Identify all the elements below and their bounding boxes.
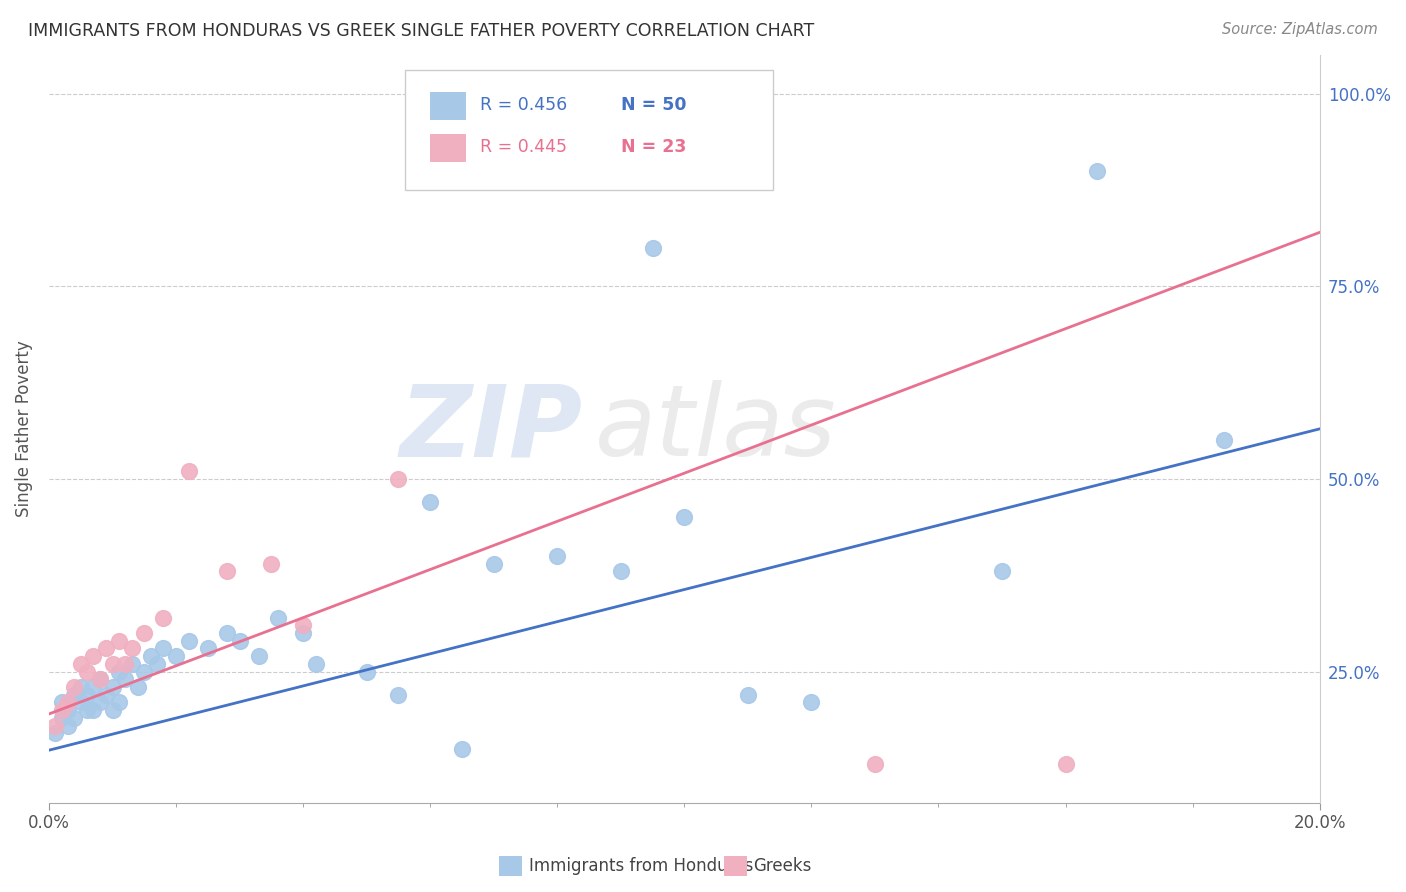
Text: IMMIGRANTS FROM HONDURAS VS GREEK SINGLE FATHER POVERTY CORRELATION CHART: IMMIGRANTS FROM HONDURAS VS GREEK SINGLE… [28, 22, 814, 40]
Point [69, 657, 91, 671]
Text: Source: ZipAtlas.com: Source: ZipAtlas.com [1222, 22, 1378, 37]
Point [228, 633, 250, 648]
Point [89, 673, 111, 687]
Point [101, 657, 124, 671]
Text: N = 23: N = 23 [621, 138, 686, 156]
Point [863, 757, 886, 772]
Point [127, 680, 149, 694]
Point [96, 641, 118, 656]
Point [641, 87, 664, 101]
Point [146, 657, 169, 671]
Text: N = 50: N = 50 [621, 96, 686, 114]
Text: atlas: atlas [595, 380, 837, 477]
Point [76, 665, 98, 679]
Point [482, 557, 505, 571]
Point [44, 726, 66, 740]
Point [51, 695, 73, 709]
Point [197, 641, 219, 656]
Point [215, 565, 238, 579]
Point [101, 680, 124, 694]
Point [387, 472, 409, 486]
Point [56, 718, 79, 732]
Point [152, 610, 174, 624]
Point [139, 649, 162, 664]
Point [82, 680, 104, 694]
Point [215, 626, 238, 640]
Point [76, 703, 98, 717]
Text: R = 0.445: R = 0.445 [479, 138, 567, 156]
Point [387, 688, 409, 702]
Point [63, 680, 86, 694]
Y-axis label: Single Father Poverty: Single Father Poverty [15, 341, 32, 517]
Point [63, 711, 86, 725]
Point [419, 495, 441, 509]
Text: Immigrants from Honduras: Immigrants from Honduras [529, 857, 754, 875]
Point [82, 703, 104, 717]
Text: ZIP: ZIP [399, 380, 582, 477]
Point [305, 657, 328, 671]
Point [51, 711, 73, 725]
Point [451, 741, 474, 756]
Text: Greeks: Greeks [754, 857, 813, 875]
Point [610, 565, 633, 579]
Point [121, 657, 143, 671]
Point [134, 626, 156, 640]
Point [292, 618, 315, 632]
Point [247, 649, 270, 664]
Point [114, 657, 136, 671]
Point [1213, 434, 1236, 448]
Point [82, 649, 104, 664]
Point [546, 549, 568, 563]
Point [56, 695, 79, 709]
Point [108, 665, 131, 679]
Point [177, 633, 200, 648]
Point [89, 695, 111, 709]
Point [108, 633, 131, 648]
Point [1054, 757, 1077, 772]
Point [292, 626, 315, 640]
Point [800, 695, 823, 709]
Point [108, 695, 131, 709]
Point [44, 718, 66, 732]
Point [267, 610, 290, 624]
Point [56, 703, 79, 717]
Point [260, 557, 283, 571]
Point [165, 649, 187, 664]
Point [134, 665, 156, 679]
Point [177, 464, 200, 478]
Point [63, 688, 86, 702]
Point [356, 665, 378, 679]
FancyBboxPatch shape [405, 70, 773, 190]
Point [101, 703, 124, 717]
Point [69, 695, 91, 709]
Point [69, 680, 91, 694]
Point [51, 703, 73, 717]
Point [152, 641, 174, 656]
Point [121, 641, 143, 656]
Point [673, 510, 696, 524]
Point [641, 241, 664, 255]
Point [76, 688, 98, 702]
Point [89, 673, 111, 687]
FancyBboxPatch shape [430, 92, 465, 120]
Point [96, 688, 118, 702]
Point [737, 688, 759, 702]
FancyBboxPatch shape [430, 134, 465, 162]
Point [1085, 163, 1108, 178]
Text: R = 0.456: R = 0.456 [479, 96, 567, 114]
Point [991, 565, 1014, 579]
Point [114, 673, 136, 687]
